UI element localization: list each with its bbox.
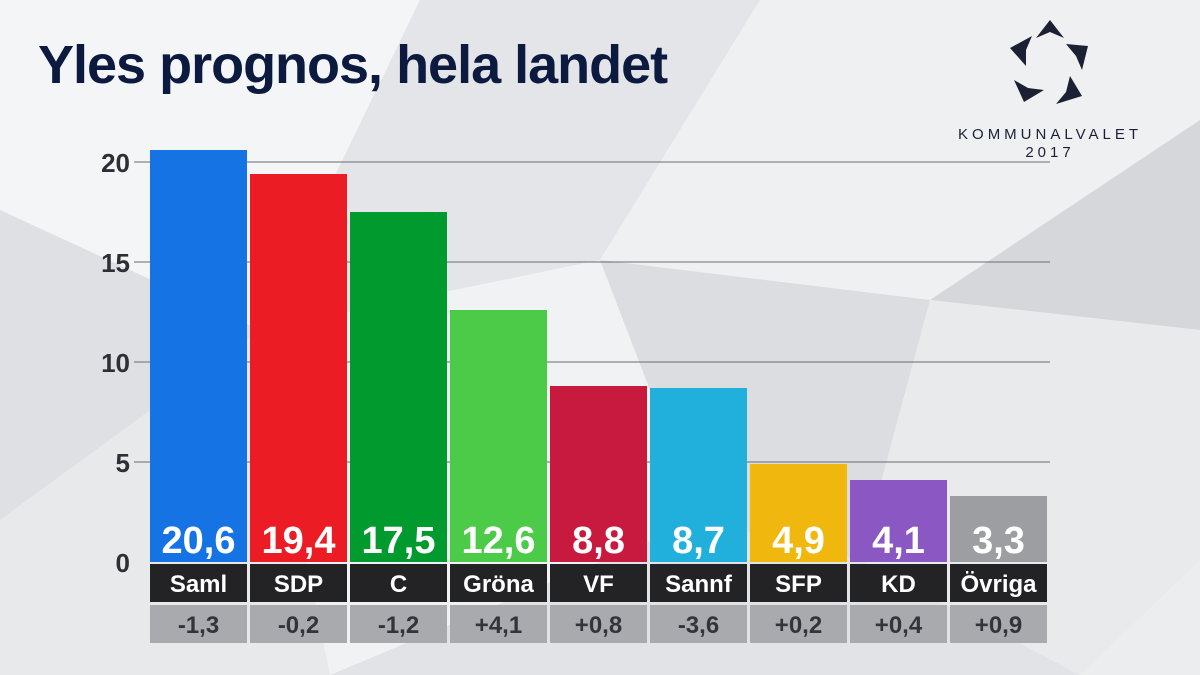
value-label: 20,6 bbox=[162, 520, 236, 562]
category-label: Saml bbox=[170, 571, 227, 598]
bar-övriga bbox=[950, 496, 1047, 562]
change-label: -1,2 bbox=[378, 612, 419, 639]
y-axis-ticks: 0 5 10 15 20 bbox=[101, 148, 130, 578]
category-label: C bbox=[390, 571, 407, 598]
y-tick-label: 15 bbox=[101, 248, 130, 278]
kommunalvalet-logo: KOMMUNALVALET 2017 bbox=[940, 14, 1160, 161]
change-cell bbox=[450, 605, 547, 643]
change-cell bbox=[950, 605, 1047, 643]
change-cell bbox=[750, 605, 847, 643]
category-label: SDP bbox=[274, 571, 323, 598]
category-label: SFP bbox=[775, 571, 822, 598]
category-label: KD bbox=[881, 571, 916, 598]
bar-sannf bbox=[650, 388, 747, 562]
bar-c bbox=[350, 212, 447, 562]
change-label: +0,8 bbox=[575, 612, 622, 639]
change-label: +0,9 bbox=[975, 612, 1022, 639]
bar-sdp bbox=[250, 174, 347, 562]
value-label: 4,1 bbox=[872, 520, 925, 562]
category-cell bbox=[850, 564, 947, 602]
change-label: +4,1 bbox=[475, 612, 522, 639]
logo-text-kommunalvalet: KOMMUNALVALET bbox=[958, 126, 1142, 143]
category-cell bbox=[750, 564, 847, 602]
value-label: 17,5 bbox=[362, 520, 436, 562]
category-cell bbox=[350, 564, 447, 602]
change-cell bbox=[650, 605, 747, 643]
category-label: Övriga bbox=[960, 571, 1037, 598]
value-label: 3,3 bbox=[972, 520, 1025, 562]
bars bbox=[150, 150, 1047, 562]
change-label: +0,2 bbox=[775, 612, 822, 639]
change-cell bbox=[150, 605, 247, 643]
change-band: -1,3 -0,2 -1,2 +4,1 +0,8 -3,6 +0,2 +0,4 +0,9 bbox=[150, 605, 1047, 643]
category-cell bbox=[450, 564, 547, 602]
category-cell bbox=[950, 564, 1047, 602]
bar-saml bbox=[150, 150, 247, 562]
change-label: -1,3 bbox=[178, 612, 219, 639]
change-label: +0,4 bbox=[875, 612, 923, 639]
change-cell bbox=[250, 605, 347, 643]
change-cell bbox=[850, 605, 947, 643]
y-tick-label: 0 bbox=[116, 548, 130, 578]
bar-gröna bbox=[450, 310, 547, 562]
category-label: VF bbox=[583, 571, 614, 598]
y-tick-label: 20 bbox=[101, 148, 130, 178]
logo-text-year: 2017 bbox=[1025, 144, 1075, 161]
change-label: -3,6 bbox=[678, 612, 719, 639]
category-cell bbox=[550, 564, 647, 602]
category-cell bbox=[150, 564, 247, 602]
category-label: Sannf bbox=[665, 571, 733, 598]
bar-sfp bbox=[750, 464, 847, 562]
bar-vf bbox=[550, 386, 647, 562]
page-title: Yles prognos, hela landet bbox=[38, 35, 668, 95]
y-tick-label: 5 bbox=[116, 448, 130, 478]
category-cell bbox=[250, 564, 347, 602]
category-band: Saml SDP C Gröna VF Sannf SFP KD Övriga bbox=[150, 564, 1047, 602]
star-logo-icon bbox=[1010, 20, 1088, 104]
y-tick-label: 10 bbox=[101, 348, 130, 378]
value-label: 8,7 bbox=[672, 520, 725, 562]
category-label: Gröna bbox=[463, 571, 534, 598]
value-labels: 20,6 19,4 17,5 12,6 8,8 8,7 4,9 4,1 3,3 bbox=[162, 520, 1025, 562]
change-cell bbox=[550, 605, 647, 643]
value-label: 12,6 bbox=[462, 520, 536, 562]
change-cell bbox=[350, 605, 447, 643]
category-cell bbox=[650, 564, 747, 602]
bar-kd bbox=[850, 480, 947, 562]
change-label: -0,2 bbox=[278, 612, 319, 639]
value-label: 4,9 bbox=[772, 520, 825, 562]
value-label: 19,4 bbox=[262, 520, 336, 562]
value-label: 8,8 bbox=[572, 520, 625, 562]
